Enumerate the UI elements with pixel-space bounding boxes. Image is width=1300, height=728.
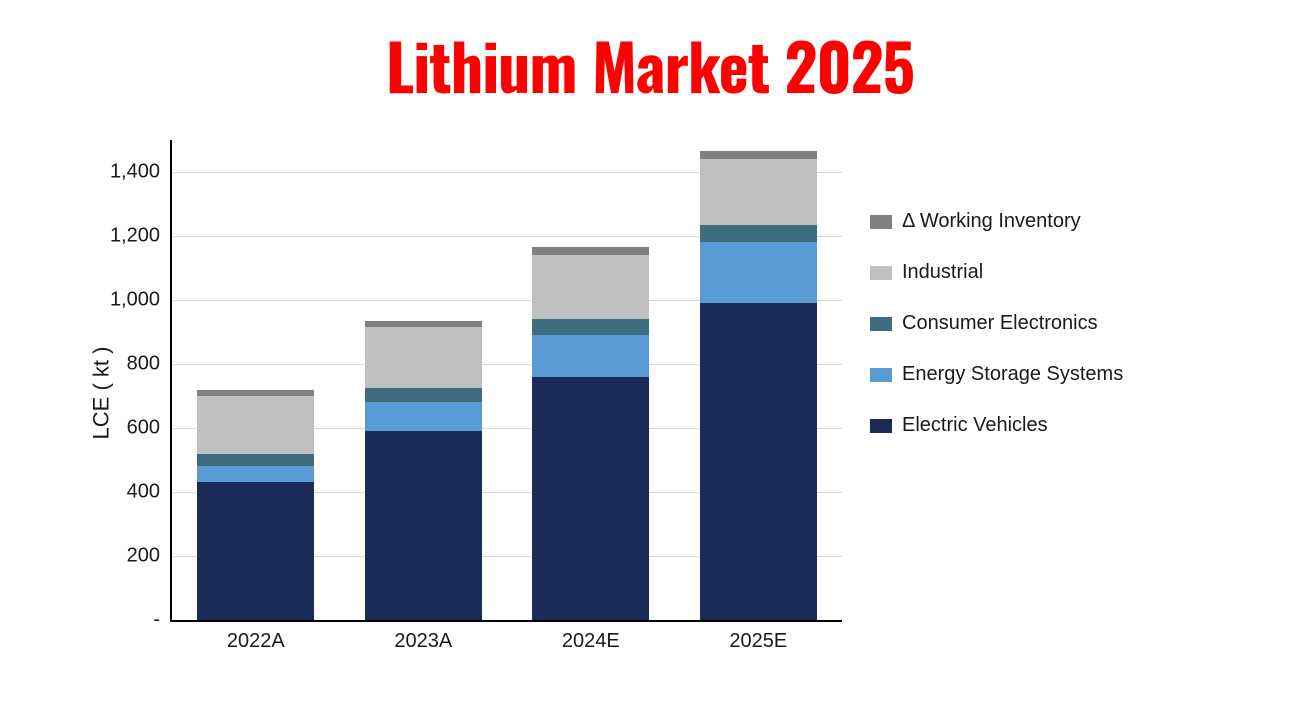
bar-segment-ind bbox=[197, 396, 314, 454]
legend: Δ Working Inventory Industrial Consumer El… bbox=[870, 210, 1123, 465]
legend-swatch bbox=[870, 419, 892, 433]
legend-label: Energy Storage Systems bbox=[902, 363, 1123, 386]
bar-segment-winv bbox=[532, 247, 649, 255]
legend-label: Consumer Electronics bbox=[902, 312, 1098, 335]
ytick-label: 200 bbox=[127, 545, 160, 568]
ytick-label: 1,200 bbox=[110, 225, 160, 248]
bar-segment-ess bbox=[197, 466, 314, 482]
ytick-label: 400 bbox=[127, 481, 160, 504]
legend-item-ce: Consumer Electronics bbox=[870, 312, 1123, 335]
bar-segment-ind bbox=[532, 255, 649, 319]
bar-segment-ind bbox=[700, 159, 817, 225]
xtick-label: 2025E bbox=[675, 630, 843, 653]
y-axis-title: LCE ( kt ) bbox=[88, 347, 114, 440]
bar-segment-ev bbox=[532, 377, 649, 620]
legend-swatch bbox=[870, 215, 892, 229]
xtick-label: 2022A bbox=[172, 630, 340, 653]
bar-segment-ev bbox=[197, 482, 314, 620]
xtick-label: 2023A bbox=[340, 630, 508, 653]
stacked-bar-chart: -2004006008001,0001,2001,4002022A2023A20… bbox=[170, 140, 1160, 680]
bar-segment-ce bbox=[365, 388, 482, 402]
bar-segment-ess bbox=[700, 242, 817, 303]
plot-area: -2004006008001,0001,2001,4002022A2023A20… bbox=[170, 140, 842, 622]
ytick-label: 1,000 bbox=[110, 289, 160, 312]
legend-item-ev: Electric Vehicles bbox=[870, 414, 1123, 437]
legend-item-winv: Δ Working Inventory bbox=[870, 210, 1123, 233]
bar-column bbox=[700, 151, 817, 620]
ytick-label: 800 bbox=[127, 353, 160, 376]
bar-segment-ess bbox=[532, 335, 649, 377]
bar-segment-ev bbox=[365, 431, 482, 620]
bar-segment-winv bbox=[700, 151, 817, 159]
legend-label: Industrial bbox=[902, 261, 983, 284]
legend-item-ess: Energy Storage Systems bbox=[870, 363, 1123, 386]
page-title: Lithium Market 2025 bbox=[0, 18, 1300, 112]
legend-swatch bbox=[870, 368, 892, 382]
chart-container: -2004006008001,0001,2001,4002022A2023A20… bbox=[170, 140, 1160, 680]
ytick-label: 1,400 bbox=[110, 161, 160, 184]
legend-swatch bbox=[870, 317, 892, 331]
legend-label: Electric Vehicles bbox=[902, 414, 1048, 437]
bar-segment-ce bbox=[700, 225, 817, 243]
bar-column bbox=[365, 321, 482, 620]
legend-swatch bbox=[870, 266, 892, 280]
bar-segment-ce bbox=[197, 454, 314, 467]
legend-item-ind: Industrial bbox=[870, 261, 1123, 284]
legend-label: Δ Working Inventory bbox=[902, 210, 1081, 233]
bar-segment-ess bbox=[365, 402, 482, 431]
bar-column bbox=[532, 247, 649, 620]
ytick-label: - bbox=[153, 609, 160, 632]
page-root: Lithium Market 2025 -2004006008001,0001,… bbox=[0, 0, 1300, 728]
ytick-label: 600 bbox=[127, 417, 160, 440]
bar-segment-ev bbox=[700, 303, 817, 620]
xtick-label: 2024E bbox=[507, 630, 675, 653]
bar-column bbox=[197, 390, 314, 620]
bar-segment-ind bbox=[365, 327, 482, 388]
bar-segment-ce bbox=[532, 319, 649, 335]
